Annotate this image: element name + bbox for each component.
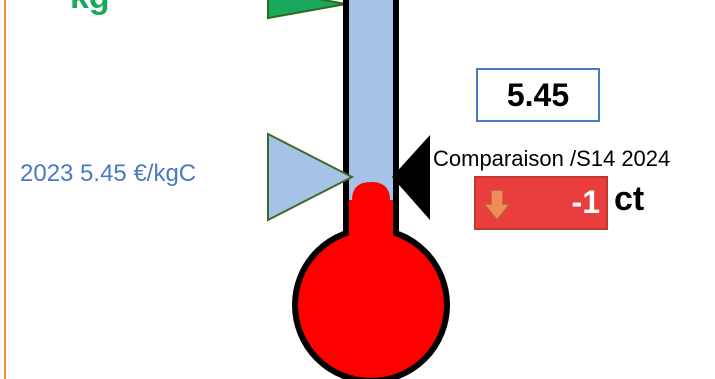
- level-pointer-icon: [267, 132, 355, 222]
- green-pointer-icon: [267, 0, 347, 20]
- comparison-pointer-icon: [392, 135, 430, 220]
- change-value: -1: [571, 184, 600, 220]
- comparison-label: Comparaison /S14 2024: [433, 146, 671, 171]
- change-unit: ct: [614, 180, 645, 218]
- year-price-label: 2023 5.45 €/kgC: [20, 160, 197, 187]
- current-value: 5.45: [506, 76, 570, 113]
- current-value-box: 5.45: [476, 68, 600, 122]
- arrow-down-icon: [482, 189, 512, 222]
- thermometer-bulb: [292, 226, 450, 379]
- change-box: -1: [474, 176, 608, 230]
- frame-left-border: [4, 0, 6, 379]
- top-label: kg: [70, 0, 110, 17]
